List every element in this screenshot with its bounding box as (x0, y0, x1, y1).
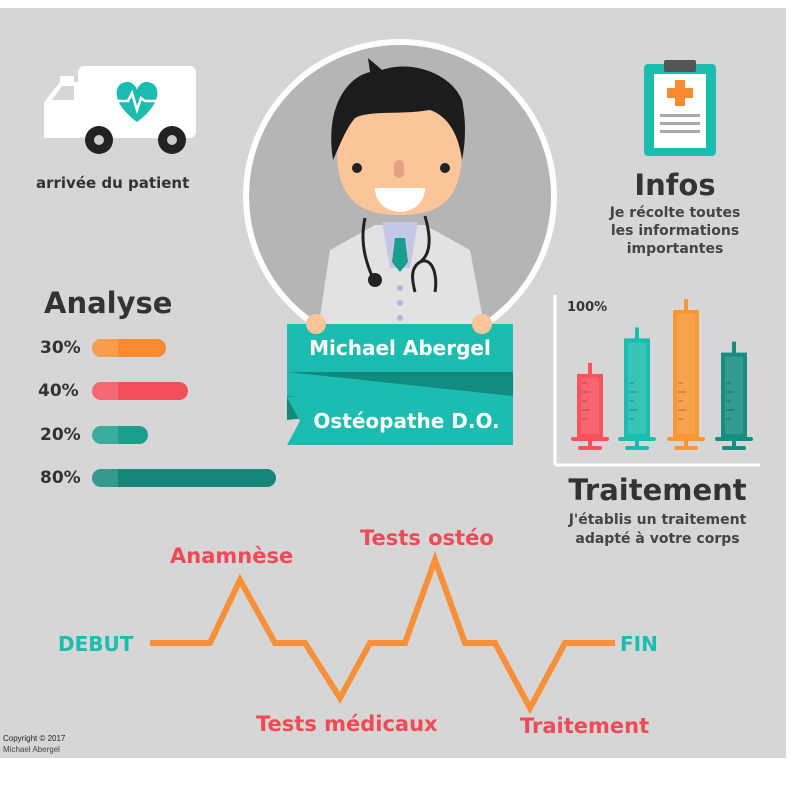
doctor-title: Ostéopathe D.O. (313, 409, 500, 433)
patient-arrival-label: arrivée du patient (36, 174, 190, 192)
ambulance-icon (44, 66, 196, 154)
traitement-chart (553, 295, 760, 467)
syringe-bar (715, 341, 753, 450)
syringe-bar (667, 299, 705, 450)
analyse-bar (92, 339, 166, 357)
footer-copyright: Copyright © 2017 (3, 734, 66, 743)
infos-text-3: importantes (626, 241, 724, 257)
analyse-label-3: 20% (40, 425, 81, 445)
name-ribbon (287, 314, 513, 445)
timeline-step-tests-osteo: Tests ostéo (360, 526, 494, 550)
analyse-bar (92, 469, 276, 487)
chart-axis-label: 100% (567, 300, 608, 315)
analyse-bar (92, 426, 148, 444)
infos-text-2: les informations (610, 223, 740, 239)
infos-title: Infos (634, 168, 716, 202)
syringe-bar (571, 362, 609, 450)
traitement-title: Traitement (568, 473, 747, 507)
timeline-end: FIN (620, 632, 658, 656)
analyse-bar (92, 382, 188, 400)
analyse-label-1: 30% (40, 338, 81, 358)
analyse-label-2: 40% (38, 381, 79, 401)
timeline-start: DEBUT (58, 632, 134, 656)
clipboard-icon (644, 60, 716, 156)
timeline-step-traitement: Traitement (520, 714, 650, 738)
traitement-text-2: adapté à votre corps (575, 531, 740, 547)
analyse-title: Analyse (44, 286, 173, 320)
analyse-label-4: 80% (40, 468, 81, 488)
timeline-step-tests-medicaux: Tests médicaux (256, 712, 438, 736)
doctor-name: Michael Abergel (309, 336, 491, 360)
timeline-line (150, 551, 615, 715)
doctor-avatar (243, 39, 557, 353)
timeline-step-anamnese: Anamnèse (170, 544, 294, 568)
analyse-bars (92, 339, 276, 487)
traitement-text-1: J'établis un traitement (568, 512, 747, 528)
footer-author: Michael Abergel (3, 745, 60, 754)
infos-text-1: Je récolte toutes (609, 205, 741, 221)
syringe-bar (618, 327, 656, 450)
